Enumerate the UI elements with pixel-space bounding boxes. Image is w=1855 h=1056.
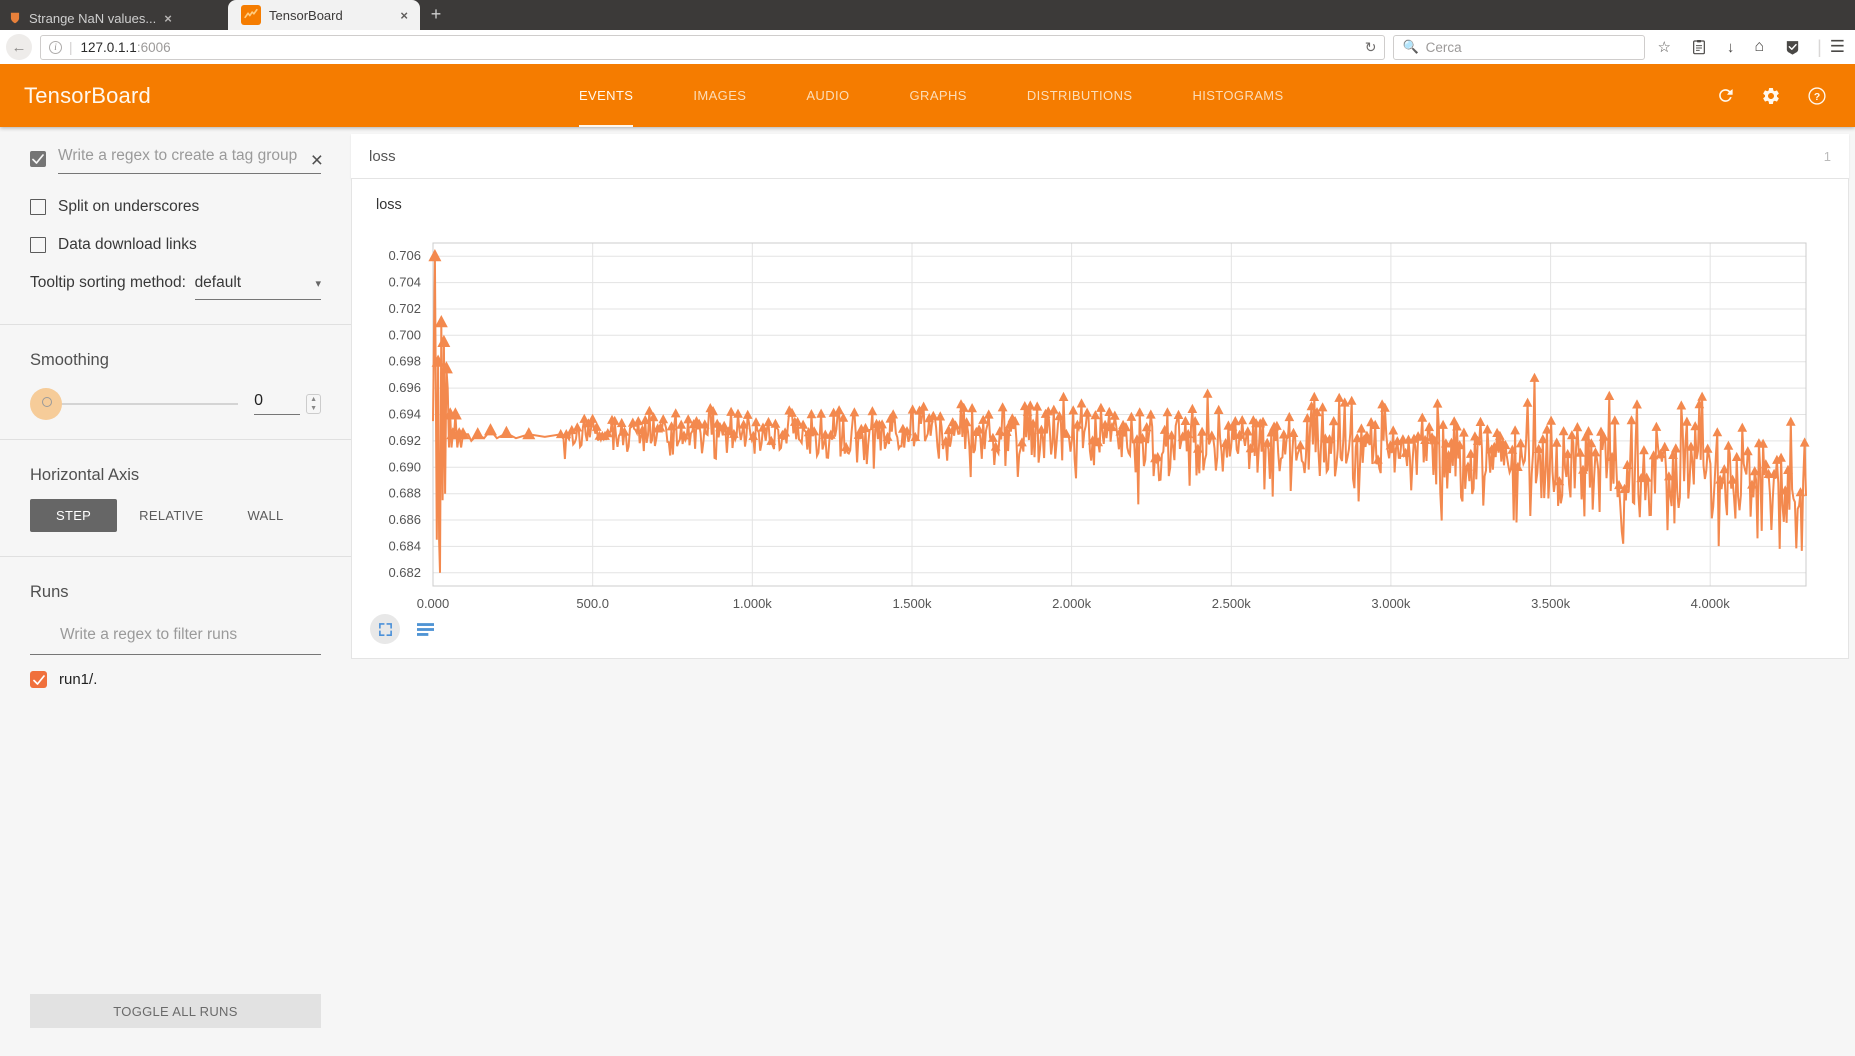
- svg-text:3.000k: 3.000k: [1371, 596, 1411, 611]
- svg-text:1.500k: 1.500k: [892, 596, 932, 611]
- svg-text:0.688: 0.688: [388, 486, 421, 501]
- svg-text:0.698: 0.698: [388, 354, 421, 369]
- svg-text:0.690: 0.690: [388, 459, 421, 474]
- svg-text:1.000k: 1.000k: [733, 596, 773, 611]
- svg-text:0.704: 0.704: [388, 275, 421, 290]
- svg-text:0.686: 0.686: [388, 512, 421, 527]
- svg-text:0.000: 0.000: [417, 596, 450, 611]
- svg-text:0.702: 0.702: [388, 301, 421, 316]
- svg-text:0.684: 0.684: [388, 538, 421, 553]
- svg-text:4.000k: 4.000k: [1691, 596, 1731, 611]
- svg-text:2.500k: 2.500k: [1212, 596, 1252, 611]
- svg-text:0.694: 0.694: [388, 407, 421, 422]
- svg-text:0.682: 0.682: [388, 565, 421, 580]
- svg-text:0.692: 0.692: [388, 433, 421, 448]
- svg-text:2.000k: 2.000k: [1052, 596, 1092, 611]
- svg-text:500.0: 500.0: [576, 596, 609, 611]
- svg-text:?: ?: [1814, 92, 1820, 103]
- svg-text:0.706: 0.706: [388, 248, 421, 263]
- svg-text:0.700: 0.700: [388, 327, 421, 342]
- svg-text:3.500k: 3.500k: [1531, 596, 1571, 611]
- svg-text:0.696: 0.696: [388, 380, 421, 395]
